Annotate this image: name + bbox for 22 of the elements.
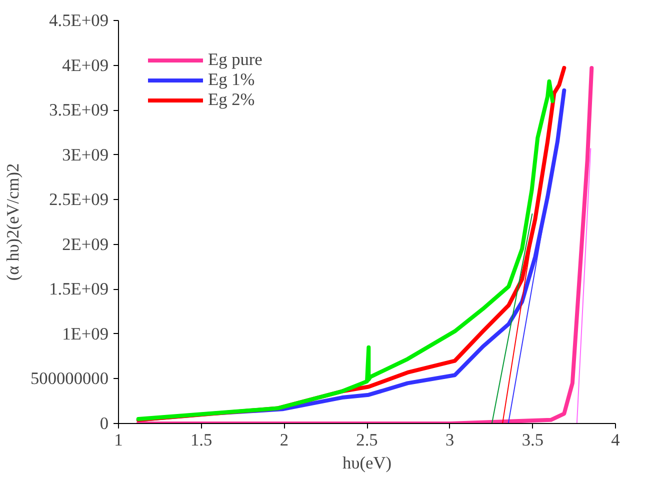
y-tick-label: 4.5E+09: [49, 11, 109, 30]
x-tick-label: 4: [611, 430, 620, 450]
y-tick-label: 500000000: [30, 369, 109, 388]
y-tick-label: 2.5E+09: [49, 190, 109, 210]
x-axis-title: hυ(eV): [342, 454, 392, 472]
y-tick-label: 1E+09: [62, 324, 109, 344]
y-tick-label: 1.5E+09: [49, 280, 109, 299]
y-tick-label: 2E+09: [62, 234, 109, 254]
y-tick-label: 4E+09: [62, 56, 109, 75]
legend-label: Eg 2%: [208, 90, 255, 110]
x-tick-label: 3.5: [522, 430, 544, 450]
y-axis-title: (α hυ)2(eV/cm)2: [4, 163, 23, 281]
y-tick-label: 3.5E+09: [49, 100, 109, 120]
y-tick-label: 0: [100, 414, 109, 433]
y-tick-label: 3E+09: [62, 145, 109, 164]
legend-label: Eg 1%: [208, 70, 255, 90]
x-tick-label: 1: [114, 430, 123, 450]
x-tick-label: 2: [280, 430, 289, 450]
x-tick-label: 1.5: [190, 430, 212, 450]
legend-label: Eg pure: [208, 50, 262, 70]
x-tick-label: 3: [446, 430, 454, 450]
x-tick-label: 2.5: [356, 430, 378, 450]
